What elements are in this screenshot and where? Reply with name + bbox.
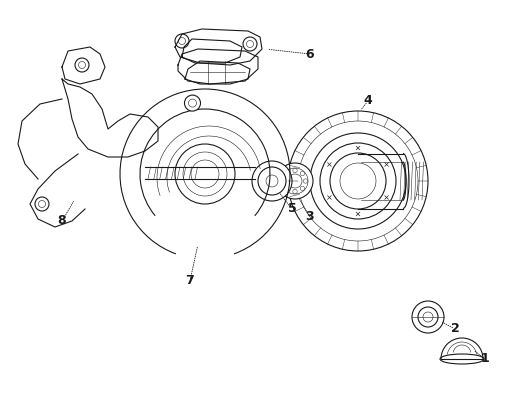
Circle shape [184,95,201,111]
Circle shape [277,163,313,199]
Text: 4: 4 [364,94,372,108]
Text: 7: 7 [185,274,195,288]
Circle shape [175,34,189,48]
Circle shape [252,161,292,201]
Text: 2: 2 [451,323,459,335]
Circle shape [75,58,89,72]
Text: 8: 8 [58,214,67,227]
Text: 3: 3 [306,211,314,223]
Circle shape [243,37,257,51]
Text: 5: 5 [288,202,296,216]
Text: 1: 1 [481,353,489,366]
Text: 6: 6 [306,47,314,61]
Circle shape [35,197,49,211]
Circle shape [412,301,444,333]
